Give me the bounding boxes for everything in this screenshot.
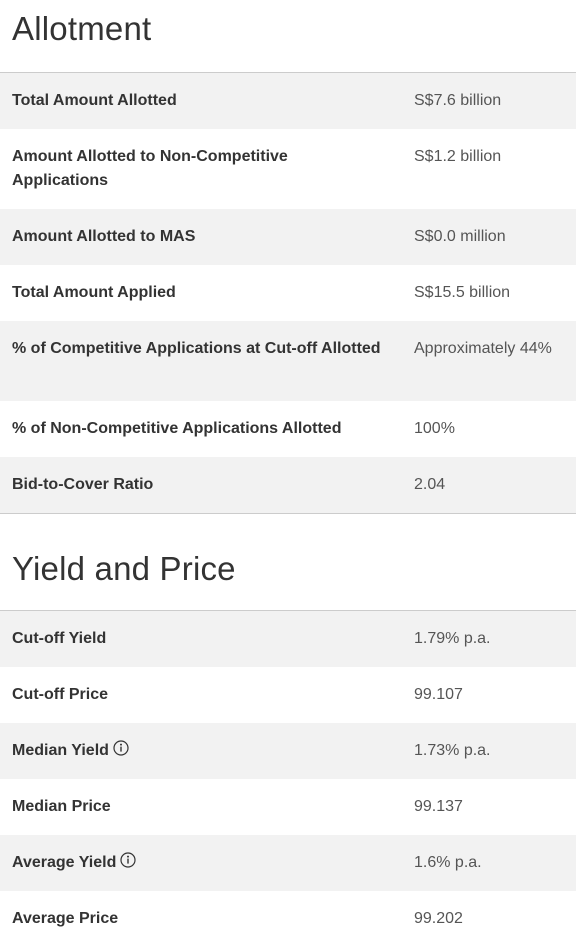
table-row: Average Yield 1.6% p.a.	[0, 835, 576, 891]
row-label: Cut-off Yield	[12, 630, 107, 647]
row-value: 1.6% p.a.	[414, 854, 482, 871]
row-value: 99.107	[414, 686, 463, 703]
table-row: Amount Allotted to Non-Competitive Appli…	[0, 129, 576, 209]
row-label: Bid-to-Cover Ratio	[12, 476, 154, 493]
row-label: Total Amount Applied	[12, 284, 176, 301]
row-label-with-icon: Average Yield	[0, 851, 402, 875]
info-icon[interactable]	[113, 740, 129, 756]
row-label: Amount Allotted to Non-Competitive Appli…	[12, 148, 288, 189]
row-label: % of Non-Competitive Applications Allott…	[12, 420, 342, 437]
row-value: S$0.0 million	[414, 228, 506, 245]
table-row: Cut-off Price 99.107	[0, 667, 576, 723]
yield-price-table: Cut-off Yield 1.79% p.a. Cut-off Price 9…	[0, 610, 576, 947]
table-row: Total Amount Applied S$15.5 billion	[0, 265, 576, 321]
row-value: 99.137	[414, 798, 463, 815]
allotment-heading: Allotment	[12, 10, 152, 47]
table-row: Median Price 99.137	[0, 779, 576, 835]
table-row: Amount Allotted to MAS S$0.0 million	[0, 209, 576, 265]
row-value: 2.04	[414, 476, 446, 493]
row-label: Median Price	[12, 798, 111, 815]
row-value: 99.202	[414, 910, 463, 927]
table-row: Bid-to-Cover Ratio 2.04	[0, 457, 576, 513]
row-label: Amount Allotted to MAS	[12, 228, 196, 245]
table-row: Total Amount Allotted S$7.6 billion	[0, 73, 576, 129]
table-row: Median Yield 1.73% p.a.	[0, 723, 576, 779]
row-label: Average Yield	[12, 854, 117, 871]
row-value: Approximately 44%	[414, 340, 552, 357]
row-label: Average Price	[12, 910, 119, 927]
row-value: 1.79% p.a.	[414, 630, 491, 647]
table-row: Average Price 99.202	[0, 891, 576, 947]
allotment-table: Total Amount Allotted S$7.6 billion Amou…	[0, 72, 576, 514]
row-value: S$1.2 billion	[414, 148, 502, 165]
row-label: Median Yield	[12, 742, 109, 759]
row-value: 100%	[414, 420, 455, 437]
info-icon[interactable]	[120, 852, 136, 868]
row-value: S$7.6 billion	[414, 92, 502, 109]
row-label: % of Competitive Applications at Cut-off…	[12, 340, 381, 357]
row-value: 1.73% p.a.	[414, 742, 491, 759]
row-label-with-icon: Median Yield	[0, 739, 402, 763]
table-row: % of Competitive Applications at Cut-off…	[0, 321, 576, 401]
row-value: S$15.5 billion	[414, 284, 511, 301]
yield-price-heading: Yield and Price	[12, 550, 236, 587]
row-label: Total Amount Allotted	[12, 92, 177, 109]
row-label: Cut-off Price	[12, 686, 108, 703]
table-row: % of Non-Competitive Applications Allott…	[0, 401, 576, 457]
table-row: Cut-off Yield 1.79% p.a.	[0, 611, 576, 667]
